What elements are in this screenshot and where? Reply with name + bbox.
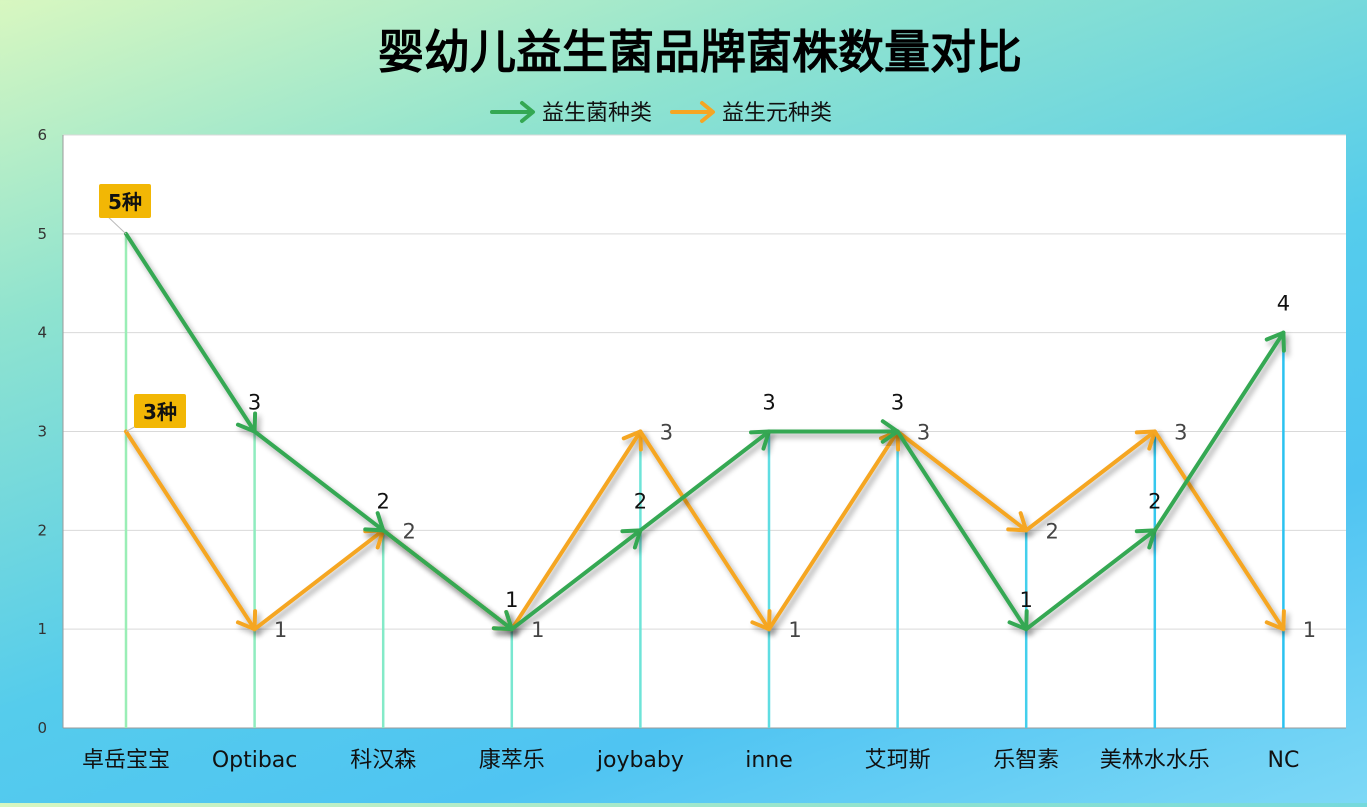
legend-item: 益生元种类 bbox=[670, 101, 832, 126]
arrow-shaft bbox=[1024, 528, 1157, 632]
data-label-prebiotic: 1 bbox=[1303, 618, 1316, 642]
arrow-shaft bbox=[1024, 429, 1157, 533]
data-label-probiotic: 3 bbox=[248, 391, 261, 415]
data-label-probiotic: 2 bbox=[1148, 489, 1161, 513]
data-label-probiotic: 3 bbox=[891, 391, 904, 415]
series-prebiotic-arrow bbox=[1152, 429, 1286, 632]
callout-text: 3种 bbox=[143, 400, 177, 424]
callout-box bbox=[99, 184, 151, 218]
arrow-shaft bbox=[509, 528, 643, 632]
legend-label: 益生菌种类 bbox=[542, 101, 652, 126]
arrow-head bbox=[1264, 330, 1286, 353]
arrow-shaft bbox=[381, 528, 514, 632]
annotation-3-types: 3种 bbox=[125, 394, 186, 432]
arrow-shaft bbox=[895, 429, 1029, 632]
arrow-shaft bbox=[1152, 429, 1286, 632]
data-label-prebiotic: 3 bbox=[660, 421, 673, 445]
y-tick-label: 0 bbox=[37, 719, 47, 737]
y-tick-label: 6 bbox=[37, 126, 47, 144]
data-label-prebiotic: 2 bbox=[403, 519, 416, 543]
data-label-prebiotic: 2 bbox=[1046, 519, 1059, 543]
series-arrows bbox=[124, 231, 1286, 632]
x-tick-label: Optibac bbox=[212, 748, 298, 773]
chart-legend: 益生菌种类 益生元种类 bbox=[490, 101, 832, 126]
arrow-shaft bbox=[124, 231, 257, 434]
legend-arrow-head bbox=[700, 101, 715, 123]
y-tick-label: 4 bbox=[37, 324, 47, 342]
drop-lines bbox=[124, 233, 1285, 728]
data-label-prebiotic: 1 bbox=[274, 618, 287, 642]
arrow-shaft bbox=[124, 429, 257, 632]
y-tick-label: 1 bbox=[37, 620, 47, 638]
data-label-prebiotic: 1 bbox=[788, 618, 801, 642]
arrow-shaft bbox=[252, 429, 386, 533]
arrow-shaft bbox=[509, 429, 643, 632]
callout-text: 5种 bbox=[108, 190, 142, 214]
legend-item: 益生菌种类 bbox=[490, 101, 652, 126]
annotation-5-types: 5种 bbox=[99, 184, 151, 235]
y-tick-label: 2 bbox=[37, 521, 47, 539]
y-axis: 0 1 2 3 4 5 6 bbox=[37, 126, 1346, 737]
x-tick-label: 美林水水乐 bbox=[1100, 748, 1210, 773]
legend-arrow-head bbox=[520, 101, 535, 123]
data-label-prebiotic: 3 bbox=[917, 421, 930, 445]
y-tick-label: 5 bbox=[37, 225, 47, 243]
callout-box bbox=[134, 394, 186, 428]
x-tick-label: inne bbox=[745, 748, 793, 773]
data-label-probiotic: 1 bbox=[1020, 588, 1033, 612]
data-label-probiotic: 4 bbox=[1277, 292, 1290, 316]
chart-title: 婴幼儿益生菌品牌菌株数量对比 bbox=[378, 25, 1022, 79]
data-label-probiotic: 3 bbox=[762, 391, 775, 415]
data-label-probiotic: 1 bbox=[505, 588, 518, 612]
arrow-shaft bbox=[895, 429, 1029, 533]
annotations: 5种 3种 bbox=[99, 184, 186, 432]
x-tick-label: joybaby bbox=[596, 748, 684, 773]
x-tick-label: NC bbox=[1267, 748, 1299, 773]
data-label-prebiotic: 3 bbox=[1174, 421, 1187, 445]
arrow-head bbox=[1264, 609, 1286, 632]
x-axis: 卓岳宝宝 Optibac 科汉森 康萃乐 joybaby inne 艾珂斯 乐智素 美林水水乐 N… bbox=[82, 748, 1299, 773]
data-label-prebiotic: 1 bbox=[531, 618, 544, 642]
arrow-shaft bbox=[252, 528, 386, 632]
arrow-shaft bbox=[1152, 330, 1286, 533]
x-tick-label: 卓岳宝宝 bbox=[82, 748, 170, 773]
x-tick-label: 康萃乐 bbox=[479, 748, 545, 773]
y-tick-label: 3 bbox=[37, 423, 47, 441]
arrow-shaft bbox=[638, 429, 771, 632]
series-probiotic-arrow bbox=[1152, 330, 1286, 533]
arrow-shaft bbox=[638, 429, 771, 533]
x-tick-label: 乐智素 bbox=[993, 748, 1059, 773]
arrow-shaft bbox=[767, 429, 900, 632]
legend-label: 益生元种类 bbox=[722, 101, 832, 126]
data-label-probiotic: 2 bbox=[377, 489, 390, 513]
data-label-probiotic: 2 bbox=[634, 489, 647, 513]
x-tick-label: 艾珂斯 bbox=[865, 748, 931, 773]
x-tick-label: 科汉森 bbox=[350, 748, 416, 773]
